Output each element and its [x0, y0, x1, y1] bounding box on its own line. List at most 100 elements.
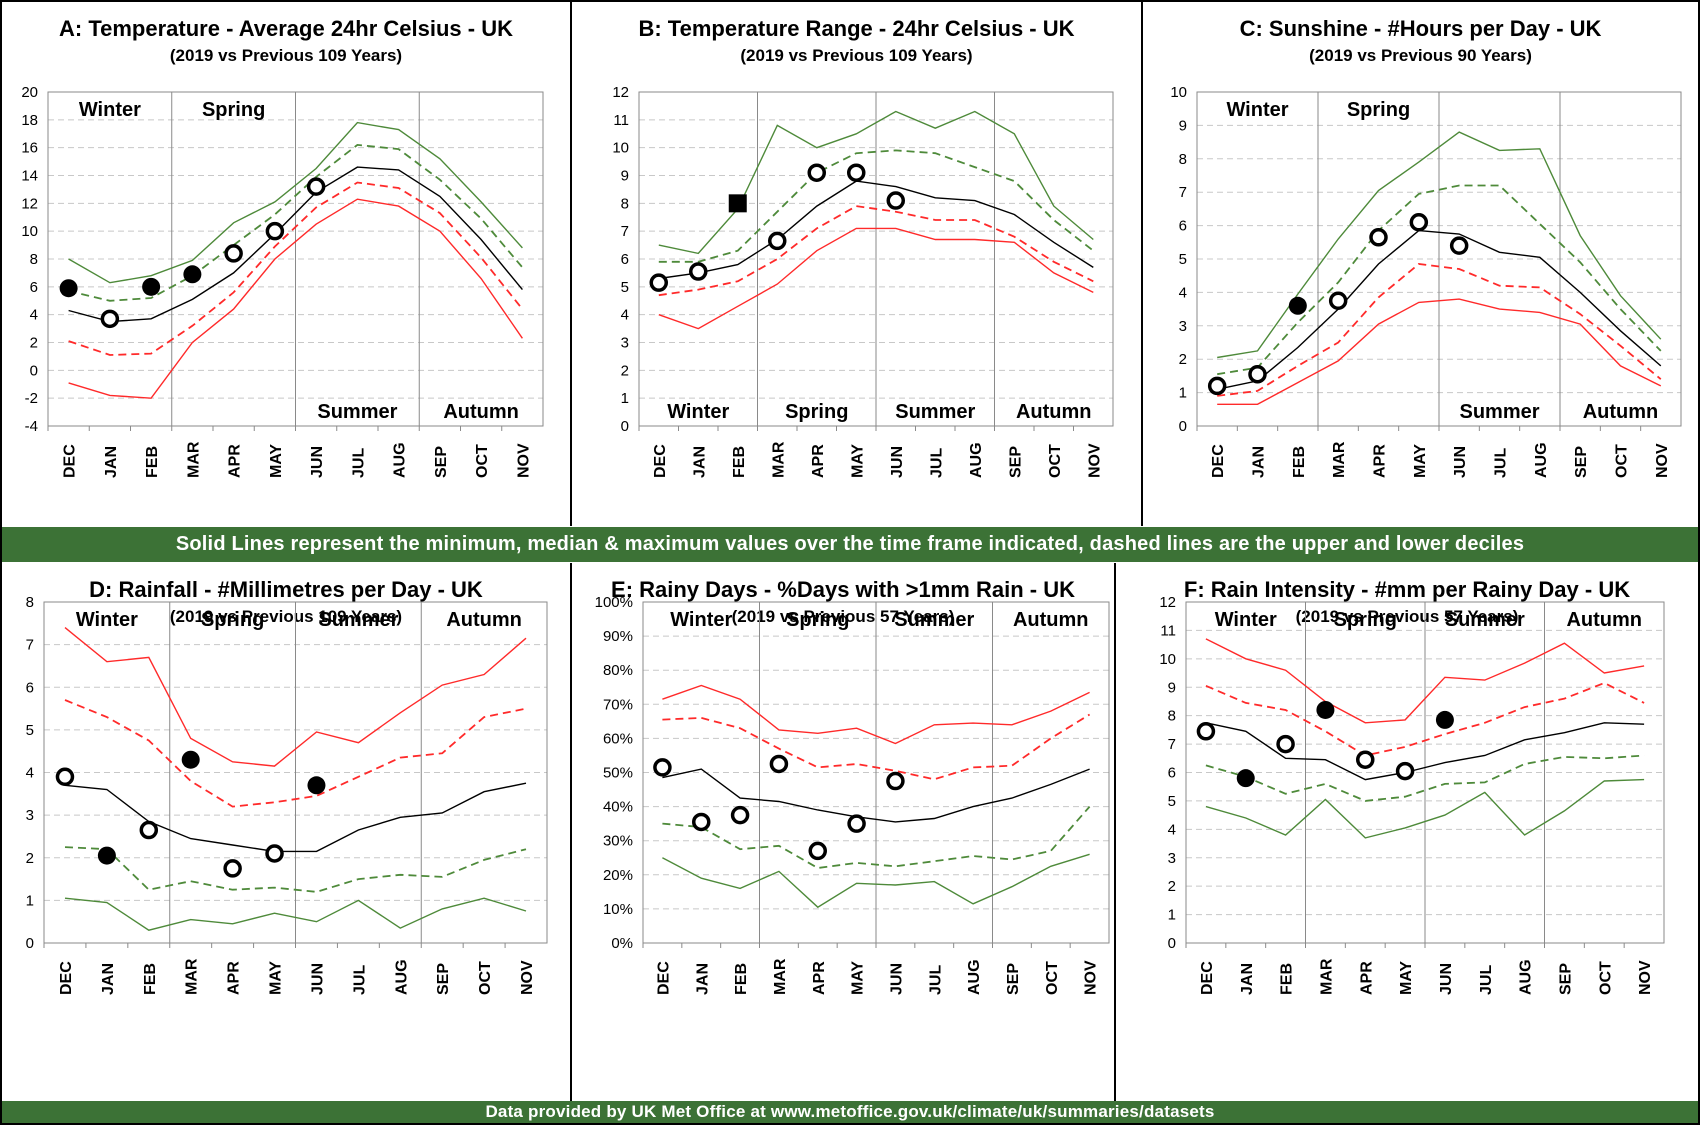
x-tick-label: JAN [103, 446, 120, 478]
frame-left [0, 0, 2, 1125]
point-2019 [692, 812, 711, 832]
x-tick-label: JAN [691, 446, 708, 478]
x-tick-label: MAY [1398, 961, 1415, 995]
x-tick-label: NOV [515, 443, 532, 478]
season-label: Winter [1215, 609, 1277, 631]
x-tick-label: JUN [309, 446, 326, 478]
x-tick-label: APR [226, 961, 243, 995]
season-label: Winter [79, 99, 141, 121]
x-tick-label: DEC [652, 444, 669, 478]
y-tick-label: 9 [1179, 117, 1187, 134]
point-2019 [1248, 364, 1267, 384]
chart-svg: -4 -2 0 2 4 6 8 10 12 14 16 18 20 DEC JAN FEB MAR APR MAY J… [21, 84, 544, 478]
y-tick-label: 4 [30, 307, 38, 324]
point-2019 [55, 767, 75, 787]
y-tick-label: 7 [26, 637, 34, 654]
series-line-red-solid [64, 627, 527, 767]
x-tick-label: MAY [268, 961, 285, 995]
y-tick-label: 0 [30, 362, 38, 379]
x-tick-label: OCT [1044, 961, 1061, 995]
x-tick-label: JUL [351, 965, 368, 995]
series-line-green-dashed [1217, 184, 1662, 376]
season-label: Spring [785, 401, 848, 423]
x-tick-label: MAR [1331, 441, 1348, 478]
x-tick-label: NOV [519, 960, 536, 995]
y-tick-label: 12 [612, 84, 629, 101]
y-tick-label: 8 [1168, 708, 1176, 725]
point-2019 [224, 244, 243, 263]
series-line-green-dashed [658, 149, 1094, 263]
series-line-green-solid [68, 121, 523, 284]
y-tick-label: 14 [21, 168, 38, 185]
y-tick-label: 3 [621, 335, 629, 352]
x-tick-label: JUL [350, 448, 367, 478]
x-tick-label: FEB [1279, 963, 1296, 995]
y-tick-label: 10 [21, 223, 38, 240]
panel-sunshine: C: Sunshine - #Hours per Day - UK (2019 … [1143, 2, 1698, 526]
x-tick-label: NOV [1654, 443, 1671, 478]
y-tick-label: 18 [21, 112, 38, 129]
season-label: Autumn [1583, 401, 1659, 423]
x-tick-label: SEP [1557, 963, 1574, 995]
x-tick-label: JUN [309, 963, 326, 995]
x-tick-label: JUN [889, 446, 906, 478]
point-2019 [768, 231, 787, 251]
point-2019 [1236, 769, 1255, 788]
x-tick-label: SEP [1005, 963, 1022, 995]
point-2019 [728, 194, 747, 213]
panel-rainfall: D: Rainfall - #Millimetres per Day - UK … [2, 563, 570, 1101]
series-line-green-solid [1205, 778, 1645, 839]
point-2019 [59, 279, 78, 298]
series-line-red-dashed [64, 699, 527, 808]
season-label: Summer [1445, 609, 1525, 631]
x-tick-label: OCT [1597, 961, 1614, 995]
point-2019 [265, 844, 284, 863]
point-2019 [847, 163, 866, 182]
point-2019 [769, 754, 789, 774]
season-label: Winter [1226, 99, 1288, 121]
series-line-green-solid [658, 110, 1094, 255]
series-line-red-solid [662, 684, 1090, 745]
y-tick-label: 40% [603, 799, 633, 816]
series-line-green-dashed [68, 143, 524, 302]
legend-banner: Solid Lines represent the minimum, media… [2, 527, 1698, 562]
y-tick-label: 30% [603, 833, 633, 850]
x-tick-label: DEC [58, 961, 75, 995]
y-tick-label: 10 [1170, 84, 1187, 101]
y-tick-label: -2 [25, 390, 38, 407]
y-tick-label: 8 [30, 251, 38, 268]
y-tick-label: 2 [1179, 351, 1187, 368]
y-tick-label: 12 [1159, 594, 1176, 611]
season-label: Autumn [446, 609, 522, 631]
season-label: Autumn [443, 401, 519, 423]
season-label: Autumn [1016, 401, 1092, 423]
y-tick-label: 5 [1179, 251, 1187, 268]
chart-svg: 0 1 2 3 4 5 6 7 8 DEC JAN FEB MAR APR MAY JUN JUL AUG SEP O… [26, 594, 548, 995]
season-label: Winter [76, 609, 138, 631]
series-line-red-dashed [1217, 263, 1662, 397]
series-line-black-solid [1205, 722, 1645, 781]
point-2019 [1316, 700, 1335, 719]
chart-title: B: Temperature Range - 24hr Celsius - UK [638, 16, 1075, 41]
season-label: Spring [201, 609, 264, 631]
point-2019 [808, 841, 827, 861]
x-tick-label: DEC [655, 961, 672, 995]
point-2019 [1395, 761, 1415, 781]
season-label: Autumn [1566, 609, 1642, 631]
y-tick-label: 10 [612, 140, 629, 157]
x-tick-label: MAR [1318, 958, 1335, 995]
x-tick-label: APR [1372, 444, 1389, 478]
season-label: Spring [202, 99, 265, 121]
y-tick-label: 0% [611, 935, 633, 952]
x-tick-label: APR [811, 961, 828, 995]
y-tick-label: 1 [621, 390, 629, 407]
series-line-black-solid [68, 166, 523, 323]
x-tick-label: MAY [1412, 444, 1429, 478]
x-tick-label: JAN [100, 963, 117, 995]
divider-row1-b [1141, 0, 1143, 526]
x-tick-label: SEP [1573, 446, 1590, 478]
season-label: Summer [317, 401, 397, 423]
x-tick-label: SEP [1007, 446, 1024, 478]
